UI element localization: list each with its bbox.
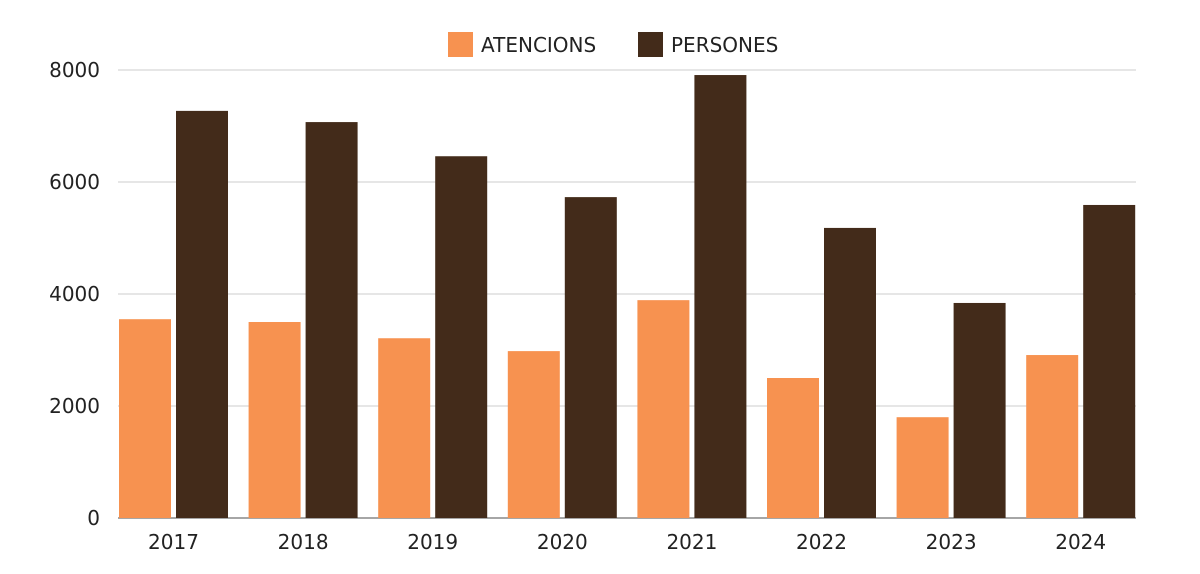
x-tick-label: 2020 [537, 530, 588, 554]
x-tick-label: 2023 [926, 530, 977, 554]
bar-persones-2017 [176, 110, 228, 518]
bar-persones-2024 [1083, 204, 1136, 518]
x-axis: 2017 2018 2019 2020 2021 2022 2023 2024 [148, 530, 1106, 554]
bar-persones-2018 [305, 122, 358, 518]
y-tick-label: 8000 [49, 58, 100, 82]
bar-atencions-2023 [896, 417, 949, 518]
bar-atencions-2020 [507, 351, 560, 518]
y-tick-label: 0 [87, 506, 100, 530]
bar-persones-2019 [435, 156, 488, 519]
legend-swatch-atencions [448, 32, 473, 57]
x-tick-label: 2017 [148, 530, 199, 554]
legend-swatch-persones [638, 32, 663, 57]
bar-persones-2022 [824, 227, 876, 519]
y-tick-label: 4000 [49, 282, 100, 306]
x-tick-label: 2022 [796, 530, 847, 554]
y-tick-label: 6000 [49, 170, 100, 194]
y-tick-label: 2000 [49, 394, 100, 418]
bar-atencions-2017 [119, 319, 171, 518]
x-tick-label: 2024 [1055, 530, 1106, 554]
legend: ATENCIONS PERSONES [448, 32, 778, 57]
bar-persones-2021 [694, 75, 747, 518]
x-tick-label: 2018 [278, 530, 329, 554]
bar-atencions-2021 [637, 300, 690, 518]
bar-atencions-2022 [767, 378, 819, 518]
bar-persones-2020 [564, 197, 617, 518]
bar-persones-2023 [953, 302, 1006, 518]
x-tick-label: 2019 [407, 530, 458, 554]
legend-label-persones: PERSONES [671, 33, 778, 57]
legend-label-atencions: ATENCIONS [481, 33, 596, 57]
bars [119, 75, 1136, 519]
bar-atencions-2018 [248, 322, 301, 518]
bar-atencions-2024 [1026, 355, 1079, 518]
x-tick-label: 2021 [666, 530, 717, 554]
y-axis: 0 2000 4000 6000 8000 [49, 58, 100, 530]
bar-atencions-2019 [378, 338, 431, 518]
